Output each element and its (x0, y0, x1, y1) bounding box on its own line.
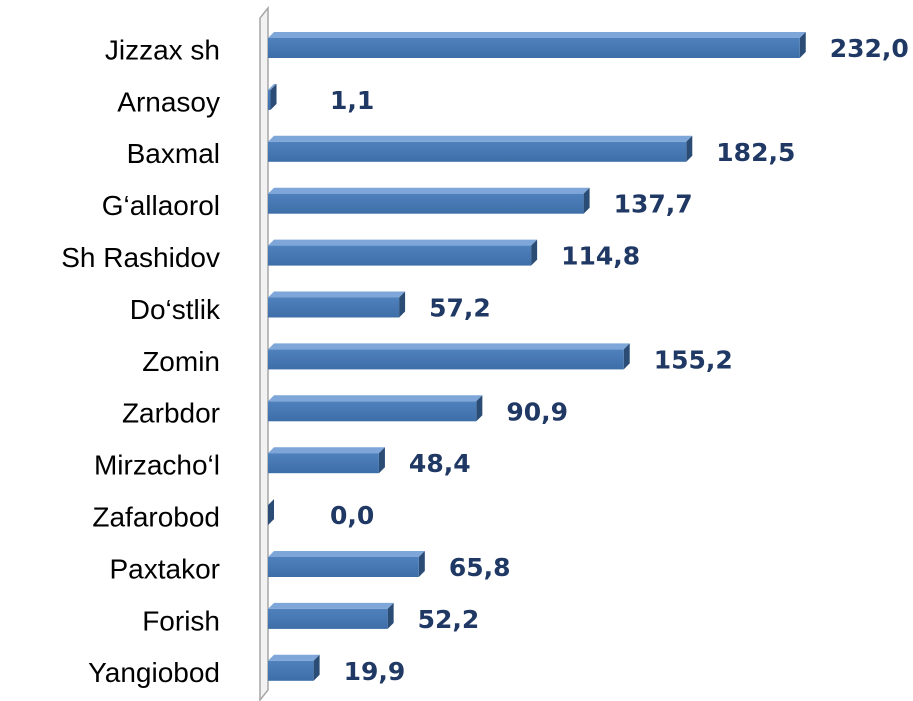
bar-side (387, 602, 394, 629)
bar-side (583, 187, 590, 214)
bar-side (686, 135, 693, 162)
value-label: 114,8 (561, 242, 640, 271)
bar-top (268, 291, 406, 298)
bar-top (268, 551, 425, 557)
bar (268, 453, 379, 474)
category-label: Sh Rashidov (61, 242, 220, 273)
bar-top (268, 83, 277, 90)
bar-top (268, 654, 320, 661)
bar-group (268, 32, 806, 58)
bar-side (418, 551, 425, 577)
bar-group (268, 187, 590, 214)
bar-group (268, 395, 483, 422)
value-label: 57,2 (429, 294, 491, 323)
bar-side (313, 654, 320, 681)
value-label: 182,5 (716, 138, 795, 167)
category-label: Baxmal (127, 138, 220, 169)
category-label: Zomin (142, 346, 220, 377)
bar (268, 245, 532, 266)
bar-side (270, 83, 277, 110)
category-label: Arnasoy (117, 86, 220, 117)
bar-group (268, 551, 425, 577)
bar-side (799, 32, 806, 58)
bar-group (268, 135, 693, 162)
bar (268, 89, 271, 110)
value-label: 137,7 (614, 190, 693, 219)
axis-wall (259, 5, 269, 701)
bar-group (268, 499, 274, 526)
category-label: Paxtakor (110, 553, 221, 584)
bar-side (623, 343, 630, 370)
bar-side (476, 395, 483, 422)
value-label: 232,0 (830, 34, 909, 63)
bar-side (378, 447, 385, 474)
bar-top (268, 187, 590, 194)
bar-group (268, 83, 277, 110)
value-label: 155,2 (654, 345, 733, 374)
bar (268, 608, 388, 629)
bar-group (268, 291, 406, 318)
value-label: 52,2 (418, 605, 480, 634)
value-label: 1,1 (330, 86, 374, 115)
bar (268, 660, 314, 681)
bar-top (268, 32, 806, 38)
bar (268, 297, 400, 318)
bar (268, 401, 477, 422)
value-label: 48,4 (409, 449, 471, 478)
category-label: Zarbdor (122, 398, 220, 429)
bar-side (399, 291, 406, 318)
bar-side (531, 239, 538, 266)
bar-top (268, 447, 385, 454)
value-label: 0,0 (330, 501, 374, 530)
bar (268, 349, 624, 370)
value-label: 19,9 (344, 657, 406, 686)
bar-group (268, 447, 385, 474)
bar-top (268, 135, 693, 142)
bar-group (268, 654, 320, 681)
category-label: Forish (142, 605, 220, 636)
bar-top (268, 602, 394, 609)
bar (268, 141, 687, 162)
value-label: 65,8 (449, 553, 511, 582)
category-label: Do‘stlik (130, 294, 221, 325)
bar-top (268, 343, 630, 350)
axis-wall-face (259, 5, 269, 701)
bar-side (268, 499, 274, 526)
category-label: Yangiobod (88, 657, 220, 688)
bar-group (268, 239, 538, 266)
value-label: 90,9 (506, 397, 568, 426)
category-label: Mirzacho‘l (94, 450, 220, 481)
bar-group (268, 343, 630, 370)
bar-top (268, 239, 538, 246)
category-label: Zafarobod (92, 501, 220, 532)
bar-group (268, 602, 394, 629)
bar (268, 193, 584, 214)
bar-top (268, 395, 483, 402)
category-label: Jizzax sh (105, 34, 220, 65)
category-label: G‘allaorol (102, 190, 220, 221)
bar (268, 38, 800, 58)
bar (268, 557, 419, 577)
